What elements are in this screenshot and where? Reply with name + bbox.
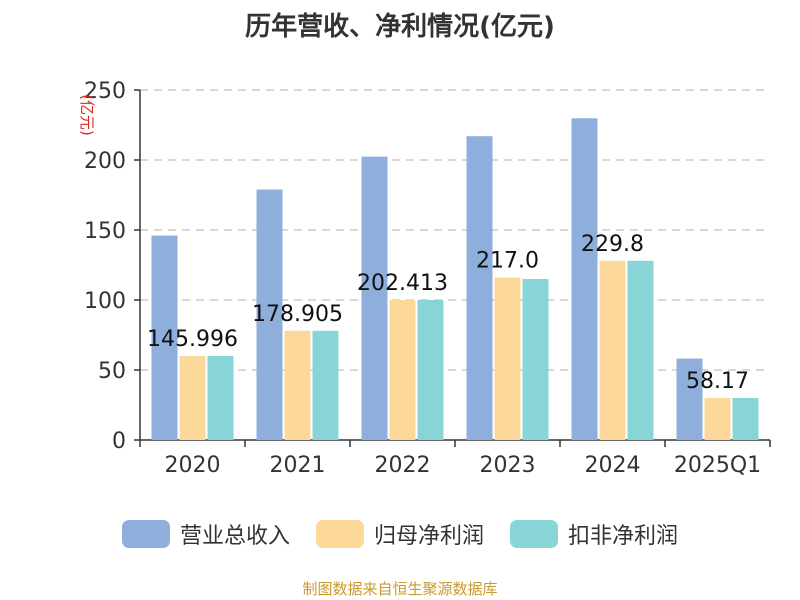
y-tick-label: 150 xyxy=(84,219,126,244)
data-label: 178.905 xyxy=(252,302,343,327)
bar-net-profit xyxy=(704,398,731,440)
data-label: 229.8 xyxy=(581,232,644,257)
bar-deducted-profit xyxy=(207,356,234,440)
data-label: 58.17 xyxy=(686,369,749,394)
bar-revenue xyxy=(256,189,283,440)
x-tick-label: 2020 xyxy=(165,453,221,478)
y-tick-label: 200 xyxy=(84,149,126,174)
legend-label-revenue: 营业总收入 xyxy=(179,524,290,549)
bar-deducted-profit xyxy=(627,260,654,440)
bar-revenue xyxy=(466,136,493,440)
x-tick-label: 2024 xyxy=(585,453,641,478)
bar-net-profit xyxy=(389,300,416,440)
bar-revenue xyxy=(151,235,178,440)
data-label: 202.413 xyxy=(357,271,448,296)
bar-revenue xyxy=(361,156,388,440)
data-label: 145.996 xyxy=(147,327,238,352)
legend-swatch-deducted-profit xyxy=(510,520,558,548)
x-tick-label: 2023 xyxy=(480,453,536,478)
y-tick-label: 50 xyxy=(98,359,126,384)
x-tick-label: 2025Q1 xyxy=(674,453,761,478)
bar-deducted-profit xyxy=(417,300,444,440)
legend: 营业总收入 归母净利润 扣非净利润 xyxy=(0,518,800,550)
source-text: 制图数据来自恒生聚源数据库 xyxy=(302,580,498,598)
legend-label-deducted-profit: 扣非净利润 xyxy=(568,524,679,549)
x-tick-label: 2022 xyxy=(375,453,431,478)
bar-net-profit xyxy=(284,330,311,440)
legend-item-deducted-profit[interactable]: 扣非净利润 xyxy=(510,518,678,550)
x-tick-label: 2021 xyxy=(270,453,326,478)
data-label: 217.0 xyxy=(476,249,539,274)
bar-deducted-profit xyxy=(312,330,339,440)
bar-net-profit xyxy=(179,356,206,440)
bar-revenue xyxy=(676,358,703,440)
legend-swatch-net-profit xyxy=(315,520,364,548)
y-tick-label: 100 xyxy=(84,289,126,314)
legend-label-net-profit: 归母净利润 xyxy=(373,524,484,549)
legend-item-net-profit[interactable]: 归母净利润 xyxy=(315,518,484,550)
bar-net-profit xyxy=(494,277,521,440)
y-axis-label: (亿元) xyxy=(78,94,96,136)
bar-deducted-profit xyxy=(522,279,549,440)
y-tick-label: 0 xyxy=(112,429,126,454)
bar-net-profit xyxy=(599,260,626,440)
bar-revenue xyxy=(571,118,598,440)
legend-swatch-revenue xyxy=(121,520,170,548)
bar-deducted-profit xyxy=(732,398,759,440)
y-tick-label: 250 xyxy=(84,79,126,104)
legend-item-revenue[interactable]: 营业总收入 xyxy=(121,518,290,550)
chart-title: 历年营收、净利情况(亿元) xyxy=(245,12,555,42)
